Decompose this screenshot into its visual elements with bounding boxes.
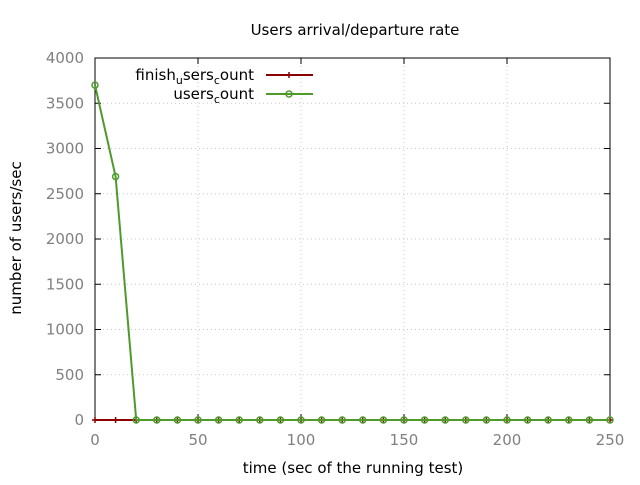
data-point — [276, 416, 285, 424]
data-point — [400, 416, 408, 424]
x-tick-label: 200 — [493, 431, 522, 449]
chart-title: Users arrival/departure rate — [251, 21, 460, 39]
plot-frame — [94, 57, 611, 421]
y-tick-label: 1500 — [46, 275, 84, 293]
data-point — [544, 416, 552, 424]
data-point — [91, 81, 99, 89]
data-point — [235, 416, 243, 424]
data-point — [256, 416, 264, 424]
data-point — [285, 90, 293, 98]
data-point — [482, 416, 491, 424]
legend-label: finishuserscount — [135, 66, 254, 87]
data-point — [462, 416, 470, 424]
legend-label-part: c — [214, 74, 220, 87]
y-tick-label: 2500 — [46, 185, 84, 203]
data-point — [297, 416, 305, 424]
data-point — [112, 417, 119, 423]
data-point — [153, 416, 161, 424]
legend-label: userscount — [173, 85, 254, 106]
legend-label-part: sers — [183, 66, 214, 84]
grid — [94, 57, 611, 421]
data-point — [111, 172, 120, 181]
data-point — [286, 72, 292, 78]
y-tick-label: 1000 — [46, 321, 84, 339]
y-tick-label: 2000 — [46, 230, 84, 248]
legend-item-1: userscount — [173, 85, 313, 106]
data-point — [92, 417, 98, 423]
x-tick-label: 150 — [390, 431, 419, 449]
y-tick-label: 3500 — [46, 94, 84, 112]
data-point — [379, 416, 388, 424]
x-tick-label: 100 — [287, 431, 316, 449]
data-point — [359, 416, 367, 424]
y-tick-label: 3000 — [46, 140, 84, 158]
data-point — [503, 416, 511, 424]
x-axis-title: time (sec of the running test) — [243, 459, 464, 477]
data-point — [214, 416, 223, 424]
data-point — [194, 416, 202, 424]
data-point — [173, 416, 182, 424]
legend-label-part: finish — [135, 66, 175, 84]
x-tick-label: 50 — [188, 431, 207, 449]
data-point — [441, 416, 449, 424]
data-point — [523, 416, 532, 424]
legend-label-part: c — [214, 93, 220, 106]
data-point — [132, 416, 140, 424]
x-tick-label: 0 — [90, 431, 100, 449]
axis-ticks: 0 50 100 150 200 2500500100015002000250030003… — [46, 49, 625, 449]
data-point — [565, 416, 573, 424]
data-point — [317, 416, 326, 424]
series-line — [94, 84, 610, 421]
y-tick-label: 4000 — [46, 49, 84, 67]
data-point — [420, 416, 429, 424]
legend-item-0: finishuserscount — [135, 66, 313, 87]
legend-label-part: ount — [220, 85, 254, 103]
y-tick-label: 0 — [74, 411, 84, 429]
data-point — [585, 416, 594, 424]
data-point — [338, 416, 346, 424]
series — [91, 81, 614, 424]
legend-label-part: users — [173, 85, 214, 103]
y-tick-label: 500 — [55, 366, 84, 384]
legend-label-part: ount — [220, 66, 254, 84]
y-axis-title: number of users/sec — [7, 161, 25, 314]
x-tick-label: 250 — [596, 431, 625, 449]
data-point — [606, 416, 614, 424]
series-1 — [91, 81, 614, 424]
legend-label-part: u — [176, 74, 183, 87]
